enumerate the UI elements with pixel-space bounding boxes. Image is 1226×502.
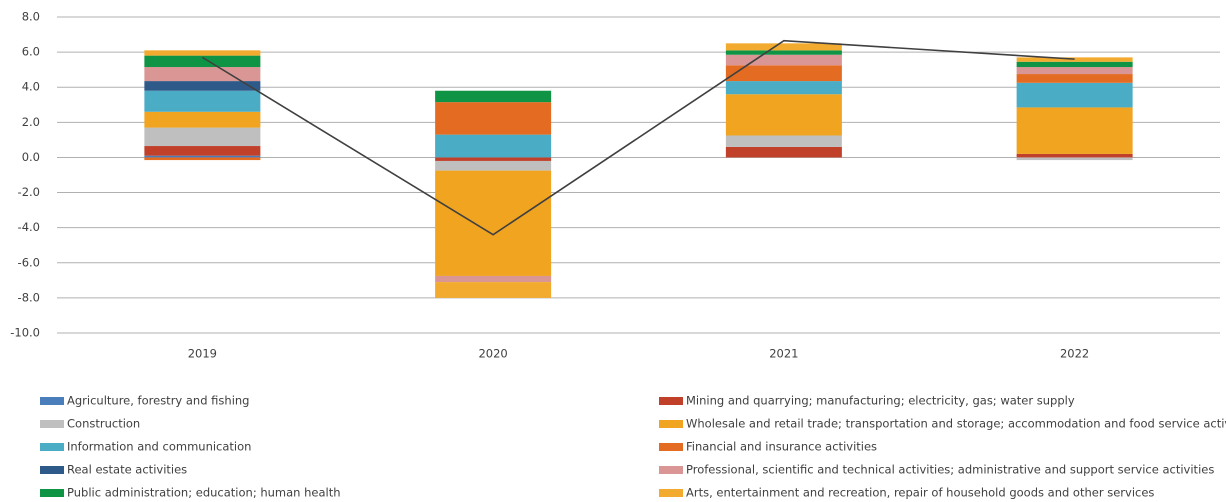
- legend-swatch: [659, 443, 683, 451]
- bar-segment: [1016, 82, 1133, 108]
- legend-swatch: [659, 489, 683, 497]
- legend-label: Arts, entertainment and recreation, repa…: [686, 486, 1154, 500]
- bar-segment: [144, 50, 261, 56]
- y-tick-label: -10.0: [10, 326, 40, 340]
- y-tick-label: -8.0: [18, 290, 40, 304]
- bar-segment: [725, 81, 842, 95]
- bar-segment: [725, 135, 842, 147]
- y-tick-label: 8.0: [22, 10, 40, 24]
- bar-segment: [144, 55, 261, 68]
- legend-swatch: [659, 397, 683, 405]
- bar-segment: [1016, 74, 1133, 83]
- bar-segment: [144, 67, 261, 82]
- bar-segment: [144, 127, 261, 147]
- y-tick-label: 6.0: [22, 45, 40, 59]
- bar-segment: [144, 111, 261, 128]
- y-tick-label: -4.0: [18, 220, 40, 234]
- bar-segment: [435, 282, 552, 298]
- bar-segment: [1016, 107, 1133, 154]
- bar-segment: [435, 275, 552, 283]
- legend-swatch: [659, 420, 683, 428]
- legend-swatch: [40, 420, 64, 428]
- x-tick-label: 2020: [478, 347, 507, 361]
- bar-segment: [435, 90, 552, 103]
- bar-segment: [1016, 61, 1133, 68]
- legend-label: Financial and insurance activities: [686, 440, 877, 454]
- legend-label: Wholesale and retail trade; transportati…: [686, 417, 1226, 431]
- bar-segment: [1016, 57, 1133, 62]
- bar-segment: [144, 146, 261, 156]
- legend-label: Public administration; education; human …: [67, 486, 341, 500]
- bar-segment: [435, 170, 552, 276]
- x-tick-label: 2022: [1060, 347, 1089, 361]
- bar-segment: [144, 157, 261, 161]
- bar-segment: [725, 43, 842, 51]
- y-tick-label: -6.0: [18, 255, 40, 269]
- bar-segment: [435, 134, 552, 158]
- legend-label: Real estate activities: [67, 463, 187, 477]
- bar-segment: [1016, 67, 1133, 75]
- bar-segment: [435, 160, 552, 171]
- bar-segment: [1016, 153, 1133, 158]
- legend-label: Professional, scientific and technical a…: [686, 463, 1214, 477]
- legend-swatch: [40, 397, 64, 405]
- bar-segment: [144, 90, 261, 112]
- bar-segment: [144, 155, 261, 158]
- y-tick-label: 2.0: [22, 115, 40, 129]
- bar-segment: [144, 81, 261, 91]
- bar-segment: [725, 54, 842, 66]
- legend-label: Information and communication: [67, 440, 251, 454]
- bar-segment: [725, 146, 842, 158]
- bar-segment: [725, 50, 842, 55]
- legend-label: Construction: [67, 417, 140, 431]
- legend-label: Mining and quarrying; manufacturing; ele…: [686, 394, 1075, 408]
- x-tick-label: 2021: [769, 347, 798, 361]
- y-tick-label: 4.0: [22, 80, 40, 94]
- legend-swatch: [40, 443, 64, 451]
- x-tick-label: 2019: [188, 347, 217, 361]
- total-line: [201, 39, 1075, 236]
- bar-segment: [1016, 157, 1133, 161]
- legend-swatch: [40, 489, 64, 497]
- bar-segment: [725, 65, 842, 82]
- y-tick-label: 0.0: [22, 150, 40, 164]
- y-tick-label: -2.0: [18, 185, 40, 199]
- bar-segment: [725, 94, 842, 136]
- legend-swatch: [40, 466, 64, 474]
- bar-segment: [435, 157, 552, 161]
- legend-swatch: [659, 466, 683, 474]
- bar-segment: [435, 102, 552, 135]
- legend-label: Agriculture, forestry and fishing: [67, 394, 249, 408]
